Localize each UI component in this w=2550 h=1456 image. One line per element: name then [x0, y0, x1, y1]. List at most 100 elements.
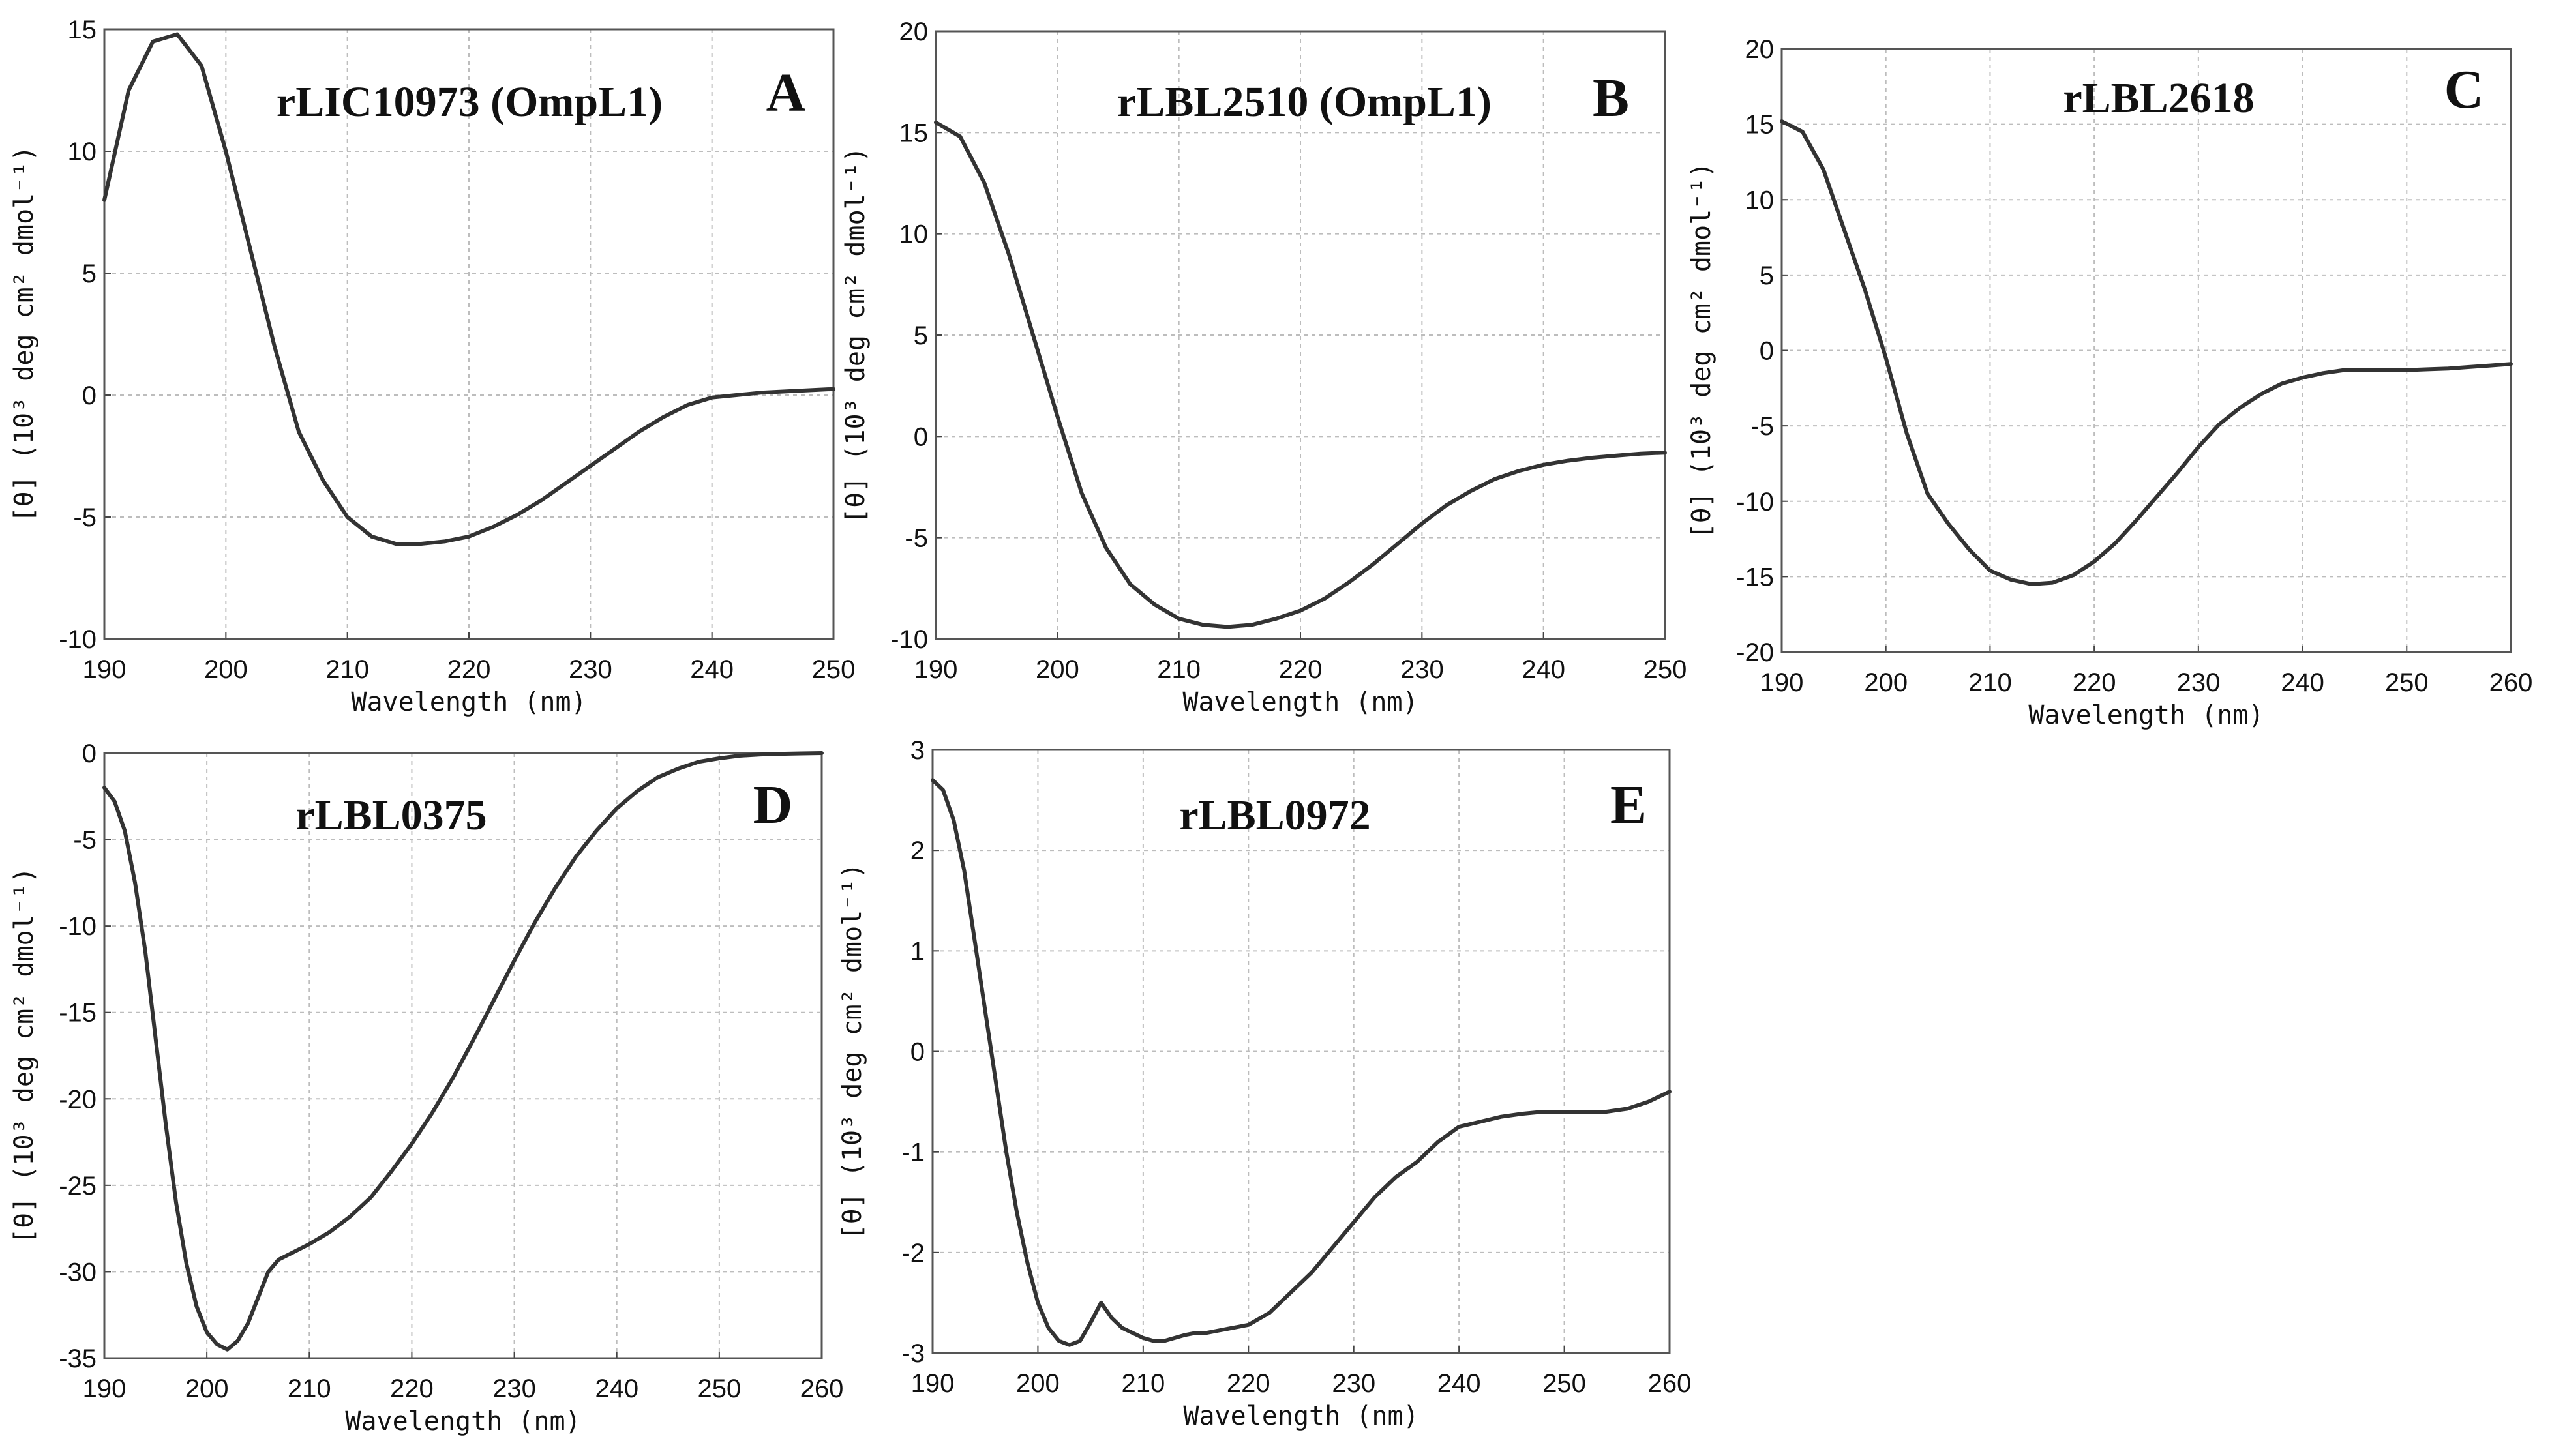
y-tick-label: 2 [910, 837, 925, 865]
plot-frame [931, 749, 1671, 1354]
y-tick-label: -5 [1750, 412, 1774, 441]
x-tick-label: 220 [390, 1374, 434, 1403]
panel-letter: E [1610, 775, 1647, 835]
x-tick-label: 240 [595, 1374, 638, 1403]
panel-title: rLIC10973 (OmpL1) [277, 78, 663, 126]
y-tick-label: 0 [910, 1038, 925, 1067]
x-tick-label: 220 [447, 655, 491, 684]
x-tick-label: 230 [492, 1374, 536, 1403]
cd-spectrum-line [102, 751, 824, 1352]
x-tick-label: 240 [690, 655, 734, 684]
panel-title: rLBL2510 (OmpL1) [1117, 78, 1492, 126]
y-tick-label: 10 [899, 220, 929, 249]
y-tick-label: 0 [1760, 337, 1774, 366]
plot-frame [935, 30, 1666, 640]
y-tick-label: -1 [901, 1138, 925, 1167]
y-tick-label: 3 [910, 736, 925, 765]
y-tick-label: 5 [82, 260, 97, 288]
cd-spectrum-line [1780, 119, 2513, 586]
y-tick-label: -15 [59, 999, 97, 1028]
x-tick-label: 260 [2489, 668, 2533, 697]
y-tick-label: -15 [1736, 563, 1774, 591]
x-tick-label: 220 [1279, 655, 1323, 684]
panel-b: 190 200 210 220 230 240 250 -10 -5 0 5 10 15 20 Wavele… [841, 18, 1687, 717]
panel-c: 190 200 210 220 230 240 250 260 -20 -15 -10 -5 0 5 10 1… [1687, 35, 2532, 730]
x-tick-label: 240 [2281, 668, 2324, 697]
x-tick-label: 250 [697, 1374, 741, 1403]
y-axis-label: [θ] (10³ deg cm² dmol⁻¹) [9, 867, 39, 1244]
x-axis-label: Wavelength (nm) [345, 1406, 580, 1436]
y-tick-label: -5 [73, 503, 97, 532]
y-tick-label: -10 [890, 625, 928, 654]
y-tick-label: 10 [68, 138, 97, 166]
x-tick-label: 200 [1864, 668, 1908, 697]
x-axis-label: Wavelength (nm) [1183, 1401, 1418, 1431]
panel-e: 190 200 210 220 230 240 250 260 -3 -2 -1 0 1 2 3 Wavele… [837, 736, 1691, 1431]
x-tick-label: 200 [1036, 655, 1079, 684]
x-tick-label: 240 [1437, 1369, 1481, 1398]
x-tick-label: 230 [1332, 1369, 1375, 1398]
x-tick-label: 230 [569, 655, 612, 684]
cd-spectrum-line [931, 778, 1672, 1347]
y-tick-label: 20 [1745, 35, 1775, 64]
x-tick-label: 260 [800, 1374, 844, 1403]
x-tick-label: 240 [1522, 655, 1565, 684]
y-tick-label: -5 [905, 524, 928, 553]
y-tick-label: 15 [899, 119, 929, 147]
y-tick-label: 15 [68, 16, 97, 44]
y-tick-label: 5 [1760, 261, 1774, 290]
y-tick-label: 10 [1745, 186, 1775, 215]
y-tick-label: -20 [59, 1085, 97, 1114]
x-tick-label: 190 [914, 655, 958, 684]
y-axis-label: [θ] (10³ deg cm² dmol⁻¹) [841, 147, 871, 524]
panel-letter: D [753, 775, 793, 835]
y-tick-label: 1 [910, 937, 925, 966]
y-tick-label: 0 [914, 423, 928, 451]
plot-frame [1780, 48, 2512, 653]
y-axis-label: [θ] (10³ deg cm² dmol⁻¹) [9, 146, 39, 523]
x-tick-label: 210 [325, 655, 369, 684]
y-tick-label: 0 [82, 381, 97, 410]
x-tick-label: 230 [2176, 668, 2220, 697]
y-tick-label: -35 [59, 1345, 97, 1373]
x-tick-label: 190 [911, 1369, 955, 1398]
plot-frame [103, 28, 835, 640]
x-tick-label: 250 [1542, 1369, 1586, 1398]
x-tick-label: 220 [1227, 1369, 1270, 1398]
y-tick-label: -10 [1736, 488, 1774, 516]
y-tick-label: 20 [899, 18, 929, 46]
y-tick-label: -5 [73, 826, 97, 855]
plot-frame [103, 752, 823, 1359]
y-tick-label: -20 [1736, 638, 1774, 667]
y-axis-label: [θ] (10³ deg cm² dmol⁻¹) [837, 863, 867, 1240]
y-tick-label: 5 [914, 321, 928, 350]
y-tick-label: 15 [1745, 111, 1775, 140]
y-tick-label: -10 [59, 625, 97, 654]
x-tick-label: 190 [83, 655, 127, 684]
panel-title: rLBL2618 [2063, 74, 2254, 122]
panel-a: 190 200 210 220 230 240 250 -10 -5 0 5 10 15 Waveleng… [9, 16, 855, 717]
x-tick-label: 210 [288, 1374, 331, 1403]
x-tick-label: 260 [1648, 1369, 1692, 1398]
y-tick-label: -25 [59, 1172, 97, 1200]
panel-letter: C [2444, 59, 2484, 120]
panel-title: rLBL0972 [1179, 792, 1370, 839]
y-tick-label: -3 [901, 1339, 925, 1368]
x-tick-label: 250 [2385, 668, 2429, 697]
y-axis-label: [θ] (10³ deg cm² dmol⁻¹) [1687, 162, 1717, 539]
x-tick-label: 210 [1121, 1369, 1165, 1398]
x-tick-label: 210 [1968, 668, 2012, 697]
x-axis-label: Wavelength (nm) [2028, 700, 2264, 730]
x-tick-label: 210 [1157, 655, 1201, 684]
y-tick-label: -30 [59, 1258, 97, 1286]
y-tick-label: -10 [59, 912, 97, 941]
panel-d: 190 200 210 220 230 240 250 260 -35 -30 -25 -20 -15 -… [9, 739, 843, 1436]
panel-letter: B [1593, 68, 1629, 128]
x-axis-label: Wavelength (nm) [1182, 687, 1418, 717]
x-axis-label: Wavelength (nm) [351, 687, 586, 717]
x-tick-label: 250 [1643, 655, 1687, 684]
x-tick-label: 200 [1016, 1369, 1060, 1398]
panel-letter: A [766, 63, 806, 123]
cd-spectrum-line [102, 32, 835, 546]
